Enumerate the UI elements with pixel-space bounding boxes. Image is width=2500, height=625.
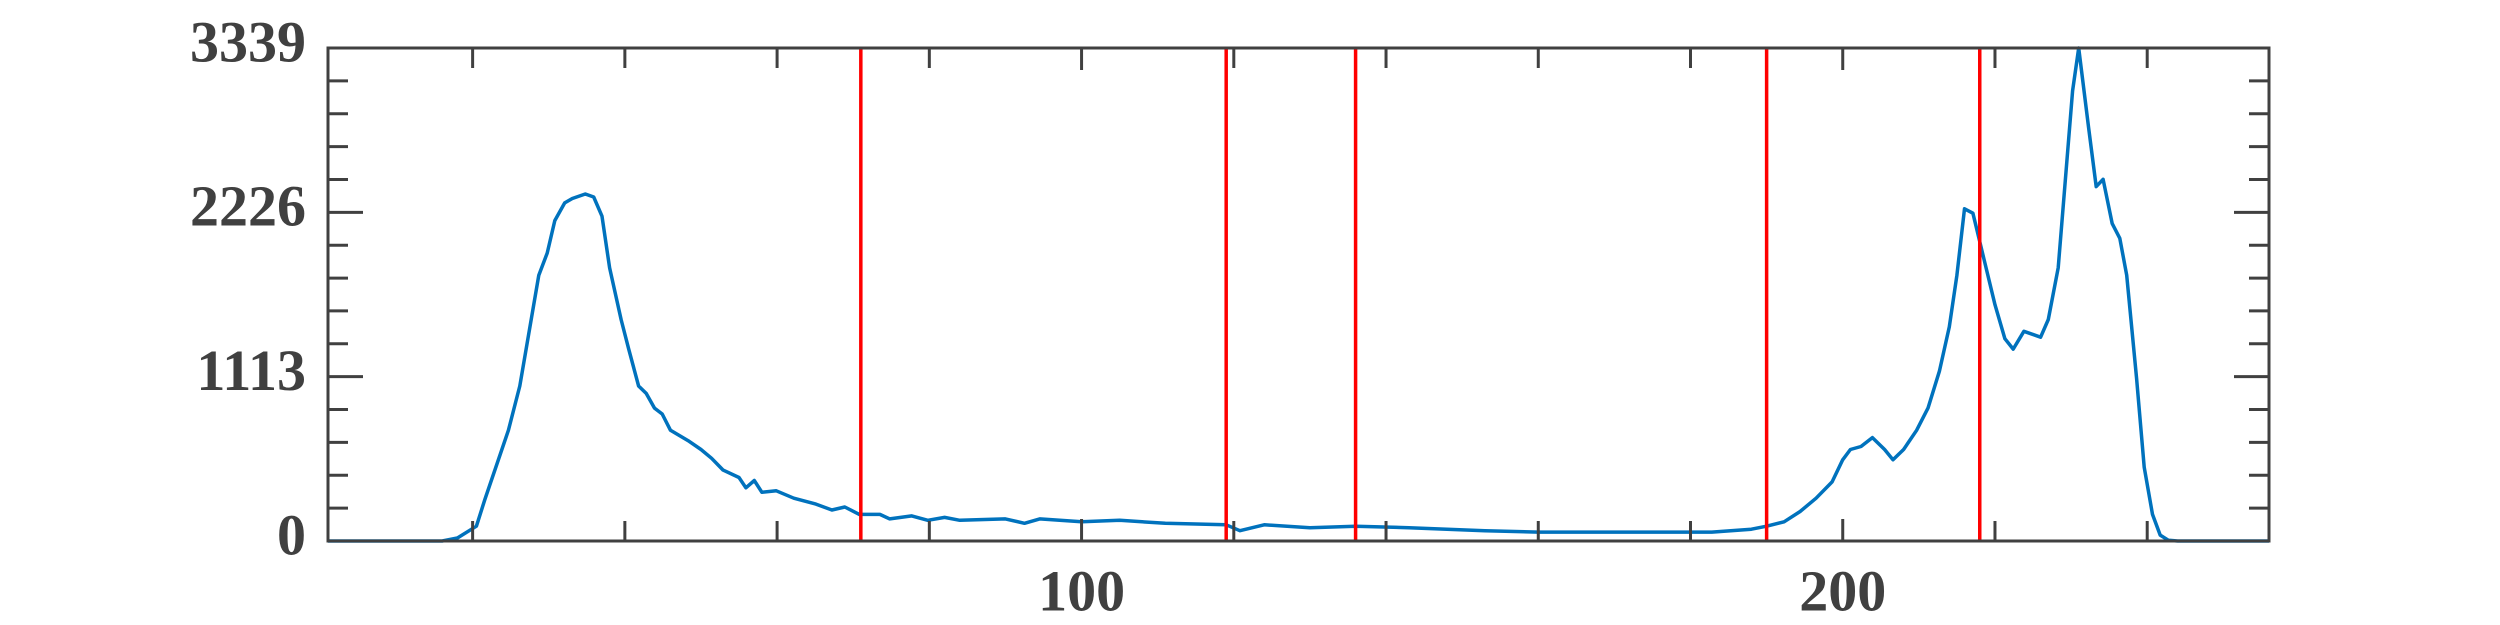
y-tick-label: 1113 <box>196 338 306 403</box>
histogram-line <box>328 46 2269 543</box>
y-tick-label: 0 <box>277 502 306 567</box>
y-tick-label: 2226 <box>190 174 306 239</box>
x-tick-label: 100 <box>1038 558 1125 623</box>
plot-frame <box>326 46 2271 543</box>
x-tick-label: 200 <box>1799 558 1886 623</box>
y-tick-label: 3339 <box>190 9 306 74</box>
